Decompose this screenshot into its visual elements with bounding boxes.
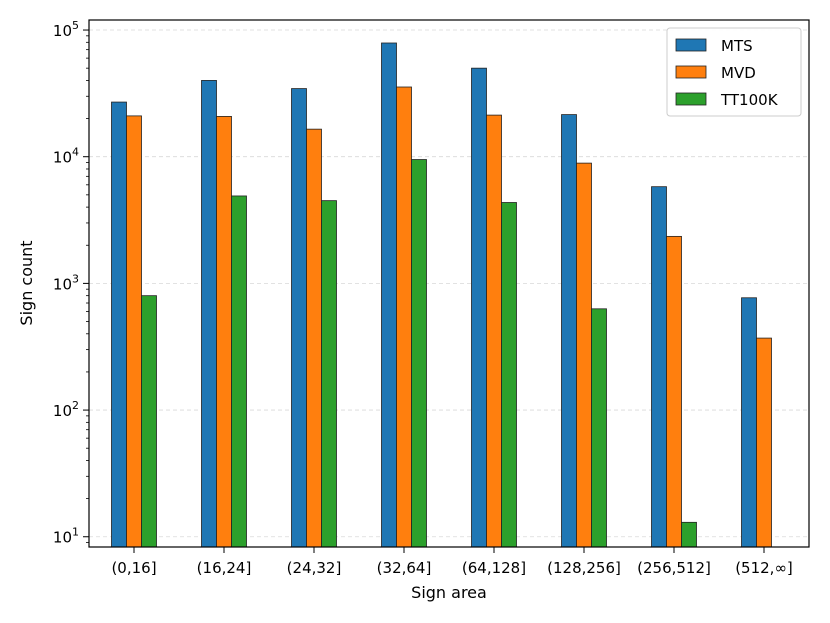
- bar-mts-7: [741, 297, 757, 548]
- bar-tt100k-3: [411, 159, 427, 548]
- bar-mvd-4: [486, 114, 502, 548]
- x-tick-label: (128,256]: [547, 559, 621, 577]
- x-tick-label: (256,512]: [637, 559, 711, 577]
- legend-swatch-mvd: [675, 65, 707, 79]
- x-tick-label: (64,128]: [462, 559, 526, 577]
- bar-mvd-7: [756, 337, 772, 548]
- bar-mvd-2: [306, 128, 322, 548]
- bar-tt100k-2: [321, 200, 337, 548]
- y-tick-label: 101: [53, 526, 79, 547]
- bars-layer: [111, 42, 772, 548]
- x-tick-label: (32,64]: [377, 559, 432, 577]
- bar-mts-3: [381, 42, 397, 548]
- x-tick-label: (16,24]: [197, 559, 252, 577]
- legend-label-mts: MTS: [721, 37, 753, 55]
- bar-mts-1: [201, 80, 217, 548]
- bar-tt100k-5: [591, 308, 607, 548]
- x-tick-label: (24,32]: [287, 559, 342, 577]
- legend: MTS MVD TT100K: [666, 27, 802, 117]
- bar-mvd-1: [216, 116, 232, 548]
- legend-label-tt100k: TT100K: [720, 91, 779, 109]
- bar-tt100k-4: [501, 202, 517, 548]
- x-axis-label: Sign area: [411, 583, 487, 602]
- y-axis-ticks: 101 102 103 104 105: [53, 19, 89, 547]
- bar-mvd-6: [666, 235, 682, 548]
- y-tick-label: 102: [53, 399, 79, 420]
- bar-mts-4: [471, 67, 487, 548]
- bar-tt100k-6: [681, 521, 697, 548]
- x-tick-label: (512,∞]: [735, 559, 793, 577]
- legend-label-mvd: MVD: [721, 64, 756, 82]
- y-axis-label: Sign count: [17, 240, 36, 325]
- y-tick-label: 105: [53, 19, 79, 40]
- bar-mvd-5: [576, 162, 592, 548]
- bar-tt100k-0: [141, 295, 157, 548]
- legend-swatch-mts: [675, 38, 707, 52]
- y-tick-label: 103: [53, 272, 79, 293]
- bar-mvd-0: [126, 115, 142, 548]
- bar-mvd-3: [396, 86, 412, 548]
- bar-mts-0: [111, 101, 127, 548]
- bar-mts-6: [651, 186, 667, 548]
- x-tick-label: (0,16]: [111, 559, 156, 577]
- y-tick-label: 104: [53, 146, 79, 167]
- bar-mts-2: [291, 88, 307, 548]
- legend-swatch-tt100k: [675, 92, 707, 106]
- bar-tt100k-1: [231, 195, 247, 548]
- bar-mts-5: [561, 114, 577, 548]
- x-axis-ticks: (0,16] (16,24] (24,32] (32,64] (64,128] (128,…: [111, 547, 793, 577]
